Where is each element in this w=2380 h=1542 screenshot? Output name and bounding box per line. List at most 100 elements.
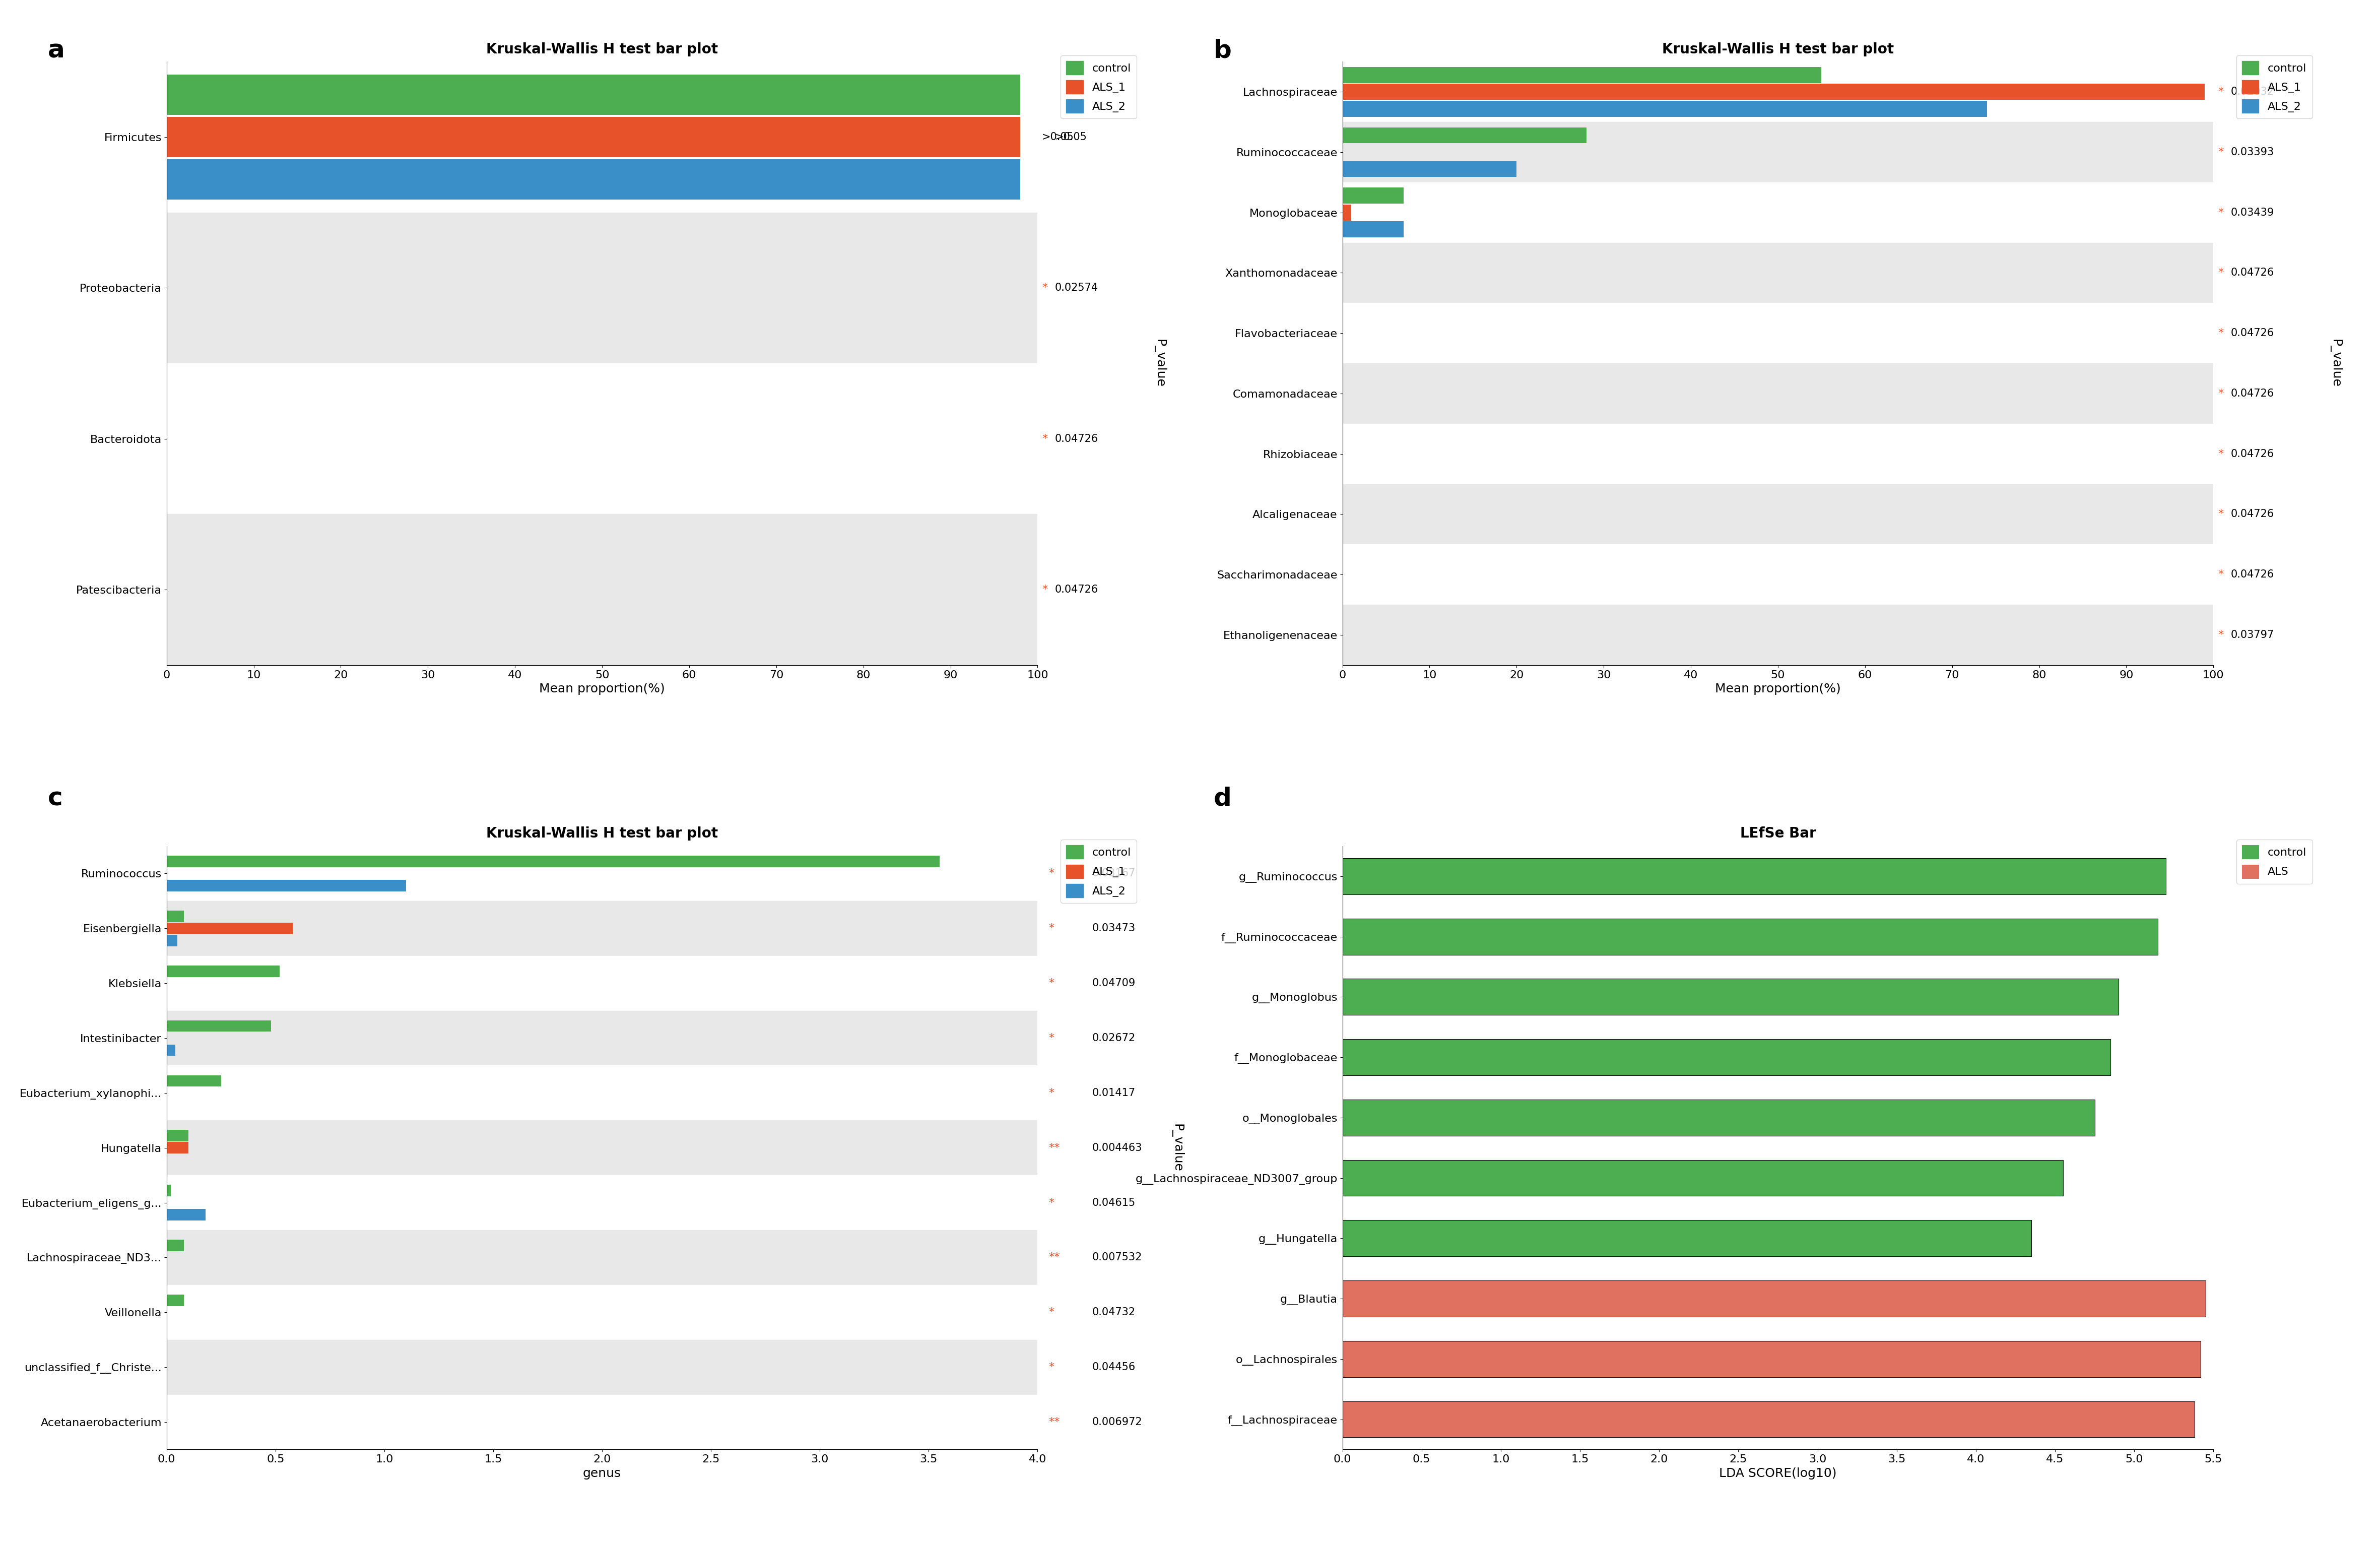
Text: **: ** bbox=[1050, 1252, 1059, 1263]
Bar bbox=[167, 1130, 188, 1141]
Bar bbox=[1342, 182, 2213, 242]
Bar bbox=[1342, 1099, 2094, 1136]
Text: *: * bbox=[1050, 1089, 1054, 1098]
Title: Kruskal-Wallis H test bar plot: Kruskal-Wallis H test bar plot bbox=[1661, 42, 1894, 57]
Bar bbox=[1342, 83, 2204, 100]
Bar bbox=[1342, 544, 2213, 604]
Text: 0.02672: 0.02672 bbox=[1092, 1033, 1135, 1042]
Bar bbox=[167, 1075, 221, 1087]
Text: 0.04726: 0.04726 bbox=[2230, 569, 2275, 580]
Text: *: * bbox=[2218, 328, 2223, 338]
Title: LEfSe Bar: LEfSe Bar bbox=[1740, 827, 1816, 840]
Bar bbox=[167, 1394, 1038, 1449]
Text: *: * bbox=[2218, 569, 2223, 580]
Bar bbox=[1342, 604, 2213, 665]
Text: 0.02574: 0.02574 bbox=[1054, 282, 1100, 293]
Bar bbox=[1342, 100, 1987, 117]
Title: Kruskal-Wallis H test bar plot: Kruskal-Wallis H test bar plot bbox=[486, 42, 719, 57]
Bar bbox=[1342, 122, 2213, 182]
X-axis label: genus: genus bbox=[583, 1468, 621, 1479]
Bar bbox=[1342, 1342, 2202, 1377]
Text: 0.03393: 0.03393 bbox=[2230, 146, 2275, 157]
Text: **: ** bbox=[1050, 1143, 1059, 1153]
Legend: control, ALS_1, ALS_2: control, ALS_1, ALS_2 bbox=[1061, 840, 1138, 904]
Bar bbox=[167, 1175, 1038, 1231]
Text: *: * bbox=[2218, 146, 2223, 157]
Bar bbox=[1342, 979, 2118, 1015]
Legend: control, ALS_1, ALS_2: control, ALS_1, ALS_2 bbox=[2237, 56, 2313, 119]
Bar bbox=[1342, 1160, 2063, 1197]
X-axis label: LDA SCORE(log10): LDA SCORE(log10) bbox=[1718, 1468, 1837, 1479]
Bar bbox=[167, 856, 940, 867]
Bar bbox=[167, 965, 281, 978]
Text: P_value: P_value bbox=[1154, 339, 1166, 387]
Bar bbox=[1342, 919, 2159, 954]
Bar bbox=[167, 1209, 205, 1220]
Bar bbox=[1342, 62, 2213, 122]
Text: 0.04726: 0.04726 bbox=[1054, 584, 1100, 595]
Bar bbox=[167, 911, 183, 922]
Text: *: * bbox=[1042, 433, 1047, 444]
Bar bbox=[167, 922, 293, 934]
Text: 0.04726: 0.04726 bbox=[2230, 449, 2275, 460]
Bar bbox=[167, 213, 1038, 364]
Bar bbox=[1342, 188, 1404, 204]
Title: Kruskal-Wallis H test bar plot: Kruskal-Wallis H test bar plot bbox=[486, 827, 719, 840]
Bar bbox=[1342, 128, 1587, 143]
Text: 0.03473: 0.03473 bbox=[1092, 924, 1135, 933]
Bar bbox=[167, 1240, 183, 1251]
Bar bbox=[167, 1121, 1038, 1175]
Text: *: * bbox=[2218, 208, 2223, 217]
Bar bbox=[167, 1340, 1038, 1394]
Text: 0.04726: 0.04726 bbox=[2230, 509, 2275, 520]
Text: 0.03439: 0.03439 bbox=[2230, 208, 2275, 217]
Bar bbox=[1342, 160, 1516, 177]
Bar bbox=[167, 1184, 171, 1197]
Text: b: b bbox=[1214, 39, 1233, 63]
Bar bbox=[1342, 205, 1352, 221]
Text: 0.004463: 0.004463 bbox=[1092, 1143, 1142, 1153]
Text: *: * bbox=[1050, 924, 1054, 933]
Text: *: * bbox=[1050, 1033, 1054, 1042]
Text: **: ** bbox=[1050, 1417, 1059, 1426]
Text: 0.04726: 0.04726 bbox=[2230, 328, 2275, 338]
Text: *: * bbox=[1050, 868, 1054, 879]
Legend: control, ALS_1, ALS_2: control, ALS_1, ALS_2 bbox=[1061, 56, 1138, 119]
Text: P_value: P_value bbox=[1171, 1124, 1183, 1172]
Bar bbox=[167, 1231, 1038, 1284]
Text: 0.04709: 0.04709 bbox=[1092, 978, 1135, 988]
Text: 0.006972: 0.006972 bbox=[1092, 1417, 1142, 1426]
Text: 0.007532: 0.007532 bbox=[1092, 1252, 1142, 1263]
Text: 0.03797: 0.03797 bbox=[2230, 629, 2275, 640]
Text: d: d bbox=[1214, 786, 1233, 811]
Bar bbox=[167, 364, 1038, 513]
Text: a: a bbox=[48, 39, 64, 63]
Bar bbox=[1342, 424, 2213, 484]
Bar bbox=[1342, 484, 2213, 544]
Bar bbox=[167, 1284, 1038, 1340]
Text: 0.04456: 0.04456 bbox=[1092, 1362, 1135, 1372]
Bar bbox=[1342, 1220, 2030, 1257]
Text: *: * bbox=[1050, 978, 1054, 988]
Bar bbox=[167, 513, 1038, 665]
Text: *: * bbox=[1050, 1198, 1054, 1207]
Bar bbox=[167, 76, 1021, 116]
Text: 0.04726: 0.04726 bbox=[2230, 268, 2275, 278]
Text: *: * bbox=[2218, 449, 2223, 460]
X-axis label: Mean proportion(%): Mean proportion(%) bbox=[540, 683, 664, 695]
Text: 0.04726: 0.04726 bbox=[2230, 389, 2275, 398]
Text: P_value: P_value bbox=[2330, 339, 2342, 387]
Bar bbox=[167, 62, 1038, 213]
Bar bbox=[167, 1143, 188, 1153]
Bar bbox=[167, 956, 1038, 1010]
Bar bbox=[1342, 1280, 2206, 1317]
Text: 0.02032: 0.02032 bbox=[2230, 86, 2275, 97]
Bar bbox=[167, 117, 1021, 157]
Text: 0.03167: 0.03167 bbox=[1092, 868, 1135, 879]
Bar bbox=[167, 1066, 1038, 1121]
Bar bbox=[167, 847, 1038, 901]
Bar bbox=[1342, 1402, 2194, 1437]
Text: c: c bbox=[48, 786, 62, 811]
Bar bbox=[1342, 304, 2213, 364]
Legend: control, ALS: control, ALS bbox=[2237, 840, 2313, 884]
